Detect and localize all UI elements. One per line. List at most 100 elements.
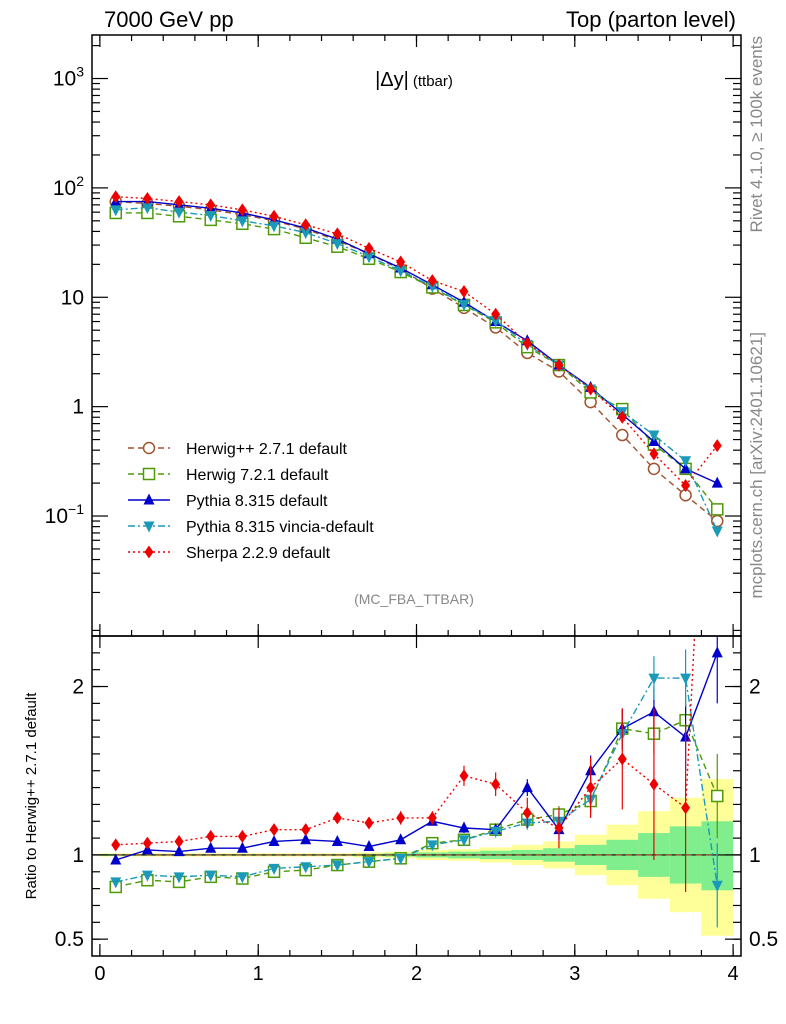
main-point-3-6: [300, 228, 312, 240]
ratio-point-4-9: [396, 811, 406, 825]
ratio-point-3-17: [648, 673, 660, 685]
ratio-point-4-12: [491, 777, 501, 791]
main-point-4-13: [522, 336, 532, 350]
main-point-2-19: [711, 476, 723, 488]
legend-entry-3: Pythia 8.315 vincia-default: [128, 519, 374, 536]
x-tick-label-3: 3: [569, 963, 580, 985]
main-ytick-label-1: 10: [61, 286, 84, 309]
ratio-point-4-19: [713, 192, 722, 205]
main-point-4-4: [237, 203, 247, 217]
ratio-point-3-8: [363, 857, 375, 869]
x-tick-label-2: 2: [411, 963, 422, 985]
main-point-4-0: [111, 190, 121, 204]
ratio-panel-series: [109, 192, 724, 928]
main-point-4-3: [206, 198, 216, 212]
main-point-4-7: [332, 227, 342, 241]
ratio-point-3-2: [173, 872, 185, 884]
ratio-point-4-18: [681, 801, 691, 815]
ratio-point-3-7: [331, 860, 343, 872]
ratio-point-4-11: [459, 769, 469, 783]
main-point-4-17: [649, 447, 659, 461]
main-point-1-19: [711, 503, 724, 516]
ratio-point-4-15: [586, 781, 596, 795]
main-point-3-0: [110, 205, 122, 217]
ratio-point-2-0: [110, 853, 122, 865]
main-point-3-1: [141, 203, 153, 215]
ratio-point-2-9: [395, 833, 407, 845]
observable-title-sub: (ttbar): [413, 73, 453, 90]
main-point-0-16: [616, 428, 629, 442]
rivet-version-label: Rivet 4.1.0, ≥ 100k events: [747, 36, 766, 232]
ratio-point-4-2: [174, 834, 184, 848]
ratio-point-3-0: [110, 877, 122, 889]
legend-entry-2: Pythia 8.315 default: [128, 493, 328, 510]
ratio-point-4-14: [554, 821, 564, 835]
main-point-4-14: [554, 358, 564, 372]
ratio-point-4-6: [301, 823, 311, 837]
main-series-3: [110, 203, 723, 538]
main-point-4-9: [396, 255, 406, 269]
ratio-ytick-label-right-1: 1: [749, 844, 761, 867]
main-ytick-label-4: 10−1: [45, 501, 85, 528]
main-point-4-11: [459, 284, 469, 298]
ratio-point-3-5: [268, 863, 280, 875]
mcplots-citation-label: mcplots.cern.ch [arXiv:2401.10621]: [747, 332, 766, 598]
ratio-point-4-4: [237, 829, 247, 843]
ratio-point-2-4: [236, 841, 248, 853]
main-point-4-2: [174, 195, 184, 209]
legend-marker-2: [143, 493, 155, 505]
ratio-point-4-10: [427, 811, 437, 825]
x-tick-label-1: 1: [253, 963, 264, 985]
ratio-ytick-label-right-2: 2: [749, 676, 761, 699]
main-point-0-17: [647, 462, 661, 476]
ratio-point-3-6: [300, 862, 312, 874]
ratio-point-1-19: [711, 789, 724, 803]
ratio-series-4: [111, 192, 722, 892]
main-point-3-12: [490, 316, 502, 328]
ratio-point-4-3: [206, 829, 216, 843]
legend-entry-4: Sherpa 2.2.9 default: [128, 545, 331, 562]
ratio-point-2-3: [205, 841, 217, 853]
main-point-4-8: [364, 241, 374, 255]
ratio-point-3-18: [680, 673, 692, 685]
legend-entry-1: Herwig 7.2.1 default: [128, 467, 329, 484]
ratio-series-3: [110, 649, 723, 928]
ratio-point-2-2: [173, 845, 185, 857]
main-point-3-10: [426, 281, 438, 293]
ratio-point-2-5: [268, 834, 280, 846]
ratio-point-2-7: [331, 834, 343, 846]
main-point-3-5: [268, 221, 280, 233]
analysis-tag: (MC_FBA_TTBAR): [354, 591, 474, 607]
legend-marker-3: [143, 521, 155, 533]
ratio-point-3-1: [141, 870, 153, 882]
header-left-title: 7000 GeV pp: [104, 7, 234, 32]
ratio-point-4-16: [617, 752, 627, 766]
ratio-line-3: [115, 677, 718, 886]
ratio-ytick-label-right-0: 0.5: [749, 928, 778, 951]
main-point-4-16: [617, 410, 627, 424]
main-point-3-4: [236, 216, 248, 228]
ratio-point-4-7: [332, 811, 342, 825]
ratio-point-2-6: [300, 833, 312, 845]
main-series-4: [111, 190, 722, 493]
ratio-point-4-17: [649, 777, 659, 791]
main-ytick-label-3: 103: [53, 64, 84, 91]
main-point-3-18: [680, 456, 692, 468]
main-line-4: [115, 196, 718, 487]
main-line-2: [115, 200, 718, 484]
legend-label-4: Sherpa 2.2.9 default: [186, 545, 331, 562]
main-point-3-17: [648, 430, 660, 442]
ratio-point-4-0: [111, 838, 121, 852]
ratio-point-3-12: [490, 826, 502, 838]
ratio-point-3-9: [395, 853, 407, 865]
main-point-2-18: [680, 462, 692, 474]
ratio-panel-frame: [91, 635, 742, 957]
main-point-3-8: [363, 252, 375, 264]
ratio-point-3-3: [205, 870, 217, 882]
main-point-3-19: [711, 526, 723, 538]
ratio-point-3-4: [236, 872, 248, 884]
main-point-4-5: [269, 209, 279, 223]
main-point-4-12: [491, 307, 501, 321]
ratio-point-2-13: [521, 781, 533, 793]
legend-label-2: Pythia 8.315 default: [186, 493, 328, 510]
